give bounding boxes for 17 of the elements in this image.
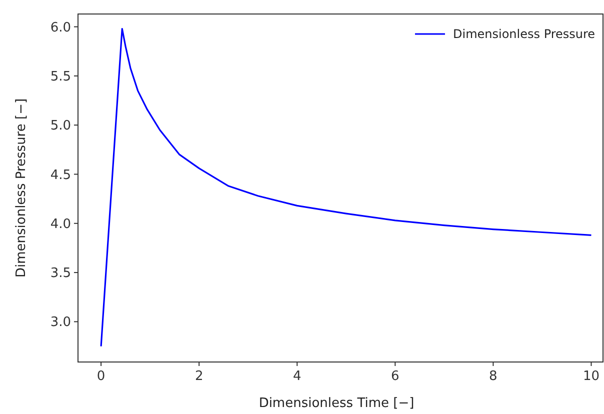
y-tick-label: 3.5 [50, 266, 71, 282]
line-series [100, 28, 592, 348]
y-axis-title: Dimensionless Pressure [−] [14, 98, 29, 278]
x-axis-title: Dimensionless Time [−] [258, 396, 414, 411]
y-tick-label: 6.0 [50, 20, 71, 36]
y-tick-label: 5.5 [50, 69, 71, 84]
x-tick-label: 2 [194, 369, 204, 384]
y-tick-label: 4.0 [50, 216, 71, 232]
x-tick-label: 10 [582, 369, 600, 384]
x-tick-label: 4 [292, 369, 302, 384]
x-tick-label: 0 [96, 369, 106, 384]
legend-label: Dimensionless Pressure [453, 27, 596, 42]
y-tick-label: 3.0 [50, 315, 71, 330]
y-tick-label: 5.0 [50, 118, 71, 134]
x-tick-label: 8 [489, 369, 498, 384]
y-tick-label: 4.5 [50, 168, 71, 183]
x-tick-label: 6 [391, 369, 400, 384]
